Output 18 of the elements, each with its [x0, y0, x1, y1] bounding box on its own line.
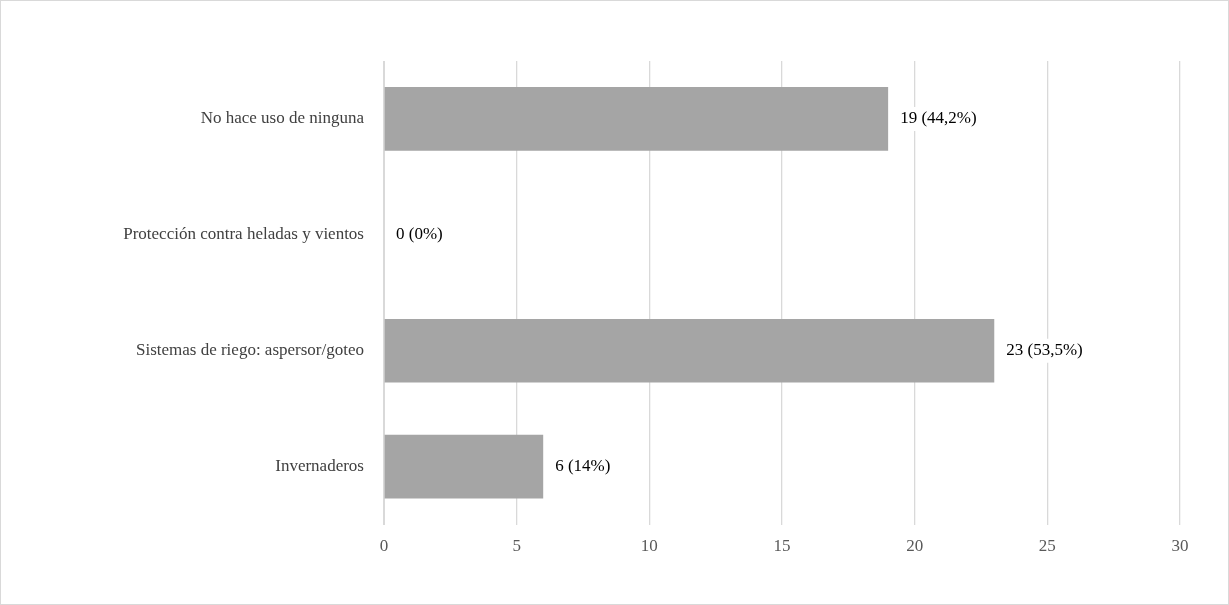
- data-label: 6 (14%): [555, 456, 611, 476]
- y-tick-label: Sistemas de riego: aspersor/goteo: [135, 340, 364, 360]
- x-tick-label: 0: [379, 536, 389, 556]
- x-tick-label: 25: [1038, 536, 1056, 556]
- y-tick-label: No hace uso de ninguna: [200, 108, 365, 128]
- x-tick-label: 20: [906, 536, 924, 556]
- x-tick-label: 5: [512, 536, 521, 556]
- data-label: 23 (53,5%): [1006, 340, 1083, 360]
- data-label: 19 (44,2%): [900, 108, 977, 128]
- data-label: 0 (0%): [396, 224, 443, 244]
- x-tick-label: 30: [1171, 536, 1189, 556]
- y-tick-label: Protección contra heladas y vientos: [123, 224, 364, 244]
- bar: [384, 87, 889, 151]
- y-tick-label: Invernaderos: [275, 456, 364, 476]
- bar: [384, 318, 995, 383]
- bar: [384, 434, 544, 499]
- x-tick-label: 10: [640, 536, 658, 556]
- x-tick-label: 15: [773, 536, 791, 556]
